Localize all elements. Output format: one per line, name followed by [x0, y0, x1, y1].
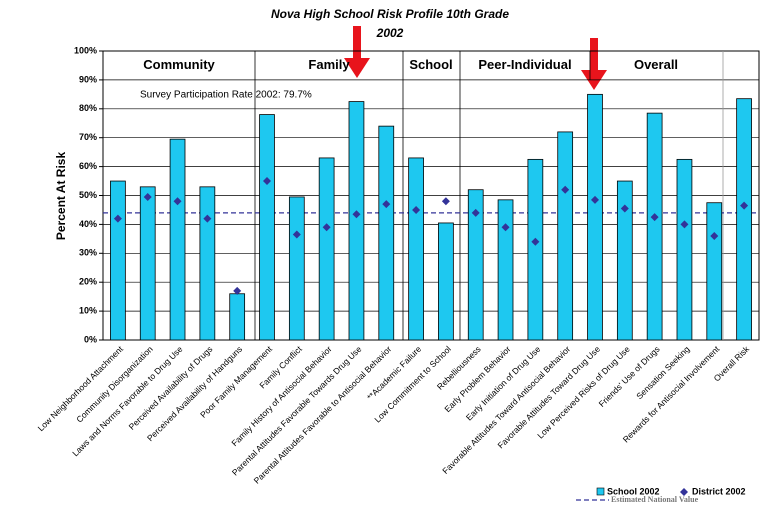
diamond-marker [710, 231, 719, 240]
bar [348, 101, 365, 341]
legend-swatch [680, 488, 688, 496]
diamond-marker [263, 177, 271, 186]
bar [467, 189, 484, 341]
bar [139, 186, 156, 341]
group-label: Peer-Individual [478, 57, 571, 72]
bar [616, 180, 633, 341]
bar [438, 222, 454, 341]
diamond-marker [471, 208, 480, 217]
diamond-marker [650, 213, 659, 222]
bar [110, 180, 126, 341]
bar [557, 131, 574, 341]
y-tick-label: 20% [79, 277, 97, 287]
bar [229, 293, 246, 341]
legend-label: District 2002 [692, 486, 746, 496]
x-tick-label: **Academic Failure [365, 344, 423, 402]
y-axis-label: Percent At Risk [54, 152, 68, 241]
diamond-marker [680, 220, 689, 229]
chart-title: Nova High School Risk Profile 10th Grade [271, 7, 509, 21]
y-tick-label: 50% [79, 190, 97, 200]
diamond-marker [203, 214, 212, 223]
y-tick-label: 40% [79, 219, 97, 229]
group-label: School [409, 57, 452, 72]
bar [408, 157, 424, 341]
diamond-marker [561, 185, 570, 194]
bar [646, 112, 663, 341]
legend-swatch [596, 487, 605, 496]
chart-title: 2002 [376, 26, 404, 40]
x-tick-label: Parental Attitudes Favorable to Antisoci… [252, 344, 394, 486]
bar [587, 93, 603, 341]
diamond-marker [322, 223, 331, 232]
group-label: Family [308, 57, 350, 72]
y-tick-label: 80% [79, 103, 97, 113]
bar [199, 186, 216, 341]
diamond-marker [173, 197, 182, 206]
legend-label: School 2002 [607, 486, 660, 496]
diamond-marker [501, 223, 510, 232]
group-label: Overall [634, 57, 678, 72]
diamond-marker [591, 195, 599, 204]
diamond-marker [113, 214, 122, 223]
bar [736, 98, 752, 341]
bar [169, 138, 186, 341]
diamond-marker [352, 210, 361, 219]
bar [259, 114, 275, 341]
bar [497, 199, 514, 341]
diamond-marker [292, 230, 301, 239]
legend-label: Estimated National Value [611, 495, 699, 504]
bar [318, 157, 335, 341]
y-tick-label: 30% [79, 248, 97, 258]
y-tick-label: 70% [79, 132, 97, 142]
diamond-marker [441, 197, 450, 206]
y-tick-label: 10% [79, 305, 97, 315]
diamond-marker [143, 192, 152, 201]
bar [706, 202, 723, 341]
diamond-marker [412, 205, 421, 214]
diamond-marker [531, 237, 540, 246]
diamond-marker [620, 204, 629, 213]
group-label: Community [143, 57, 215, 72]
y-tick-label: 0% [84, 334, 97, 344]
bar [288, 196, 305, 341]
x-tick-label: Sensation Seeking [634, 344, 691, 401]
annotation: Survey Participation Rate 2002: 79.7% [140, 90, 312, 101]
bar [527, 158, 544, 341]
bar [378, 125, 395, 341]
bar [676, 158, 693, 341]
diamond-marker [740, 201, 749, 210]
x-tick-label: Laws and Norms Favorable to Drug Use [70, 344, 184, 458]
diamond-marker [233, 286, 242, 295]
diamond-marker [382, 200, 391, 209]
y-tick-label: 100% [74, 45, 97, 55]
y-tick-label: 90% [79, 74, 97, 84]
y-tick-label: 60% [79, 161, 97, 171]
